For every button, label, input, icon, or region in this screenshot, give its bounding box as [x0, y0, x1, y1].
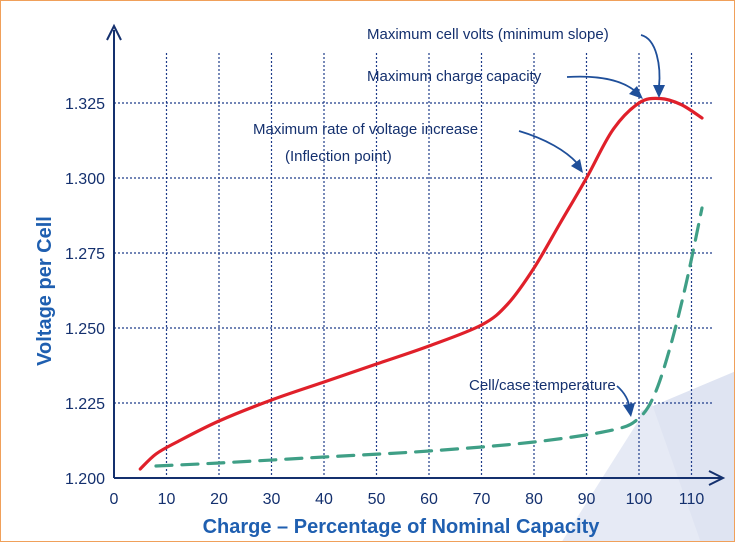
- annotation-inflection-line2: (Inflection point): [285, 148, 392, 165]
- x-tick-label: 50: [368, 491, 386, 508]
- x-tick-label: 80: [525, 491, 543, 508]
- annotation-max-charge-capacity-text: Maximum charge capacity: [367, 68, 542, 85]
- series-layer: [138, 96, 704, 471]
- watermark-shape-2: [562, 401, 701, 541]
- y-tick-label: 1.225: [65, 396, 105, 413]
- annotation-max-cell-volts: Maximum cell volts (minimum slope): [367, 26, 665, 98]
- x-tick-label: 40: [315, 491, 333, 508]
- y-tick-label: 1.325: [65, 96, 105, 113]
- x-tick-label: 20: [210, 491, 228, 508]
- y-axis-arrow: [106, 23, 122, 41]
- annotation-temperature: Cell/case temperature: [469, 377, 635, 417]
- x-tick-label: 60: [420, 491, 438, 508]
- annotation-inflection-line1: Maximum rate of voltage increase: [253, 121, 478, 138]
- y-tick-label: 1.300: [65, 171, 105, 188]
- annotation-max-charge-capacity: Maximum charge capacity: [367, 68, 643, 99]
- annotation-temperature-text: Cell/case temperature: [469, 377, 616, 394]
- annotation-inflection: Maximum rate of voltage increase (Inflec…: [253, 121, 583, 173]
- axis-layer: [106, 23, 726, 486]
- x-tick-label: 90: [578, 491, 596, 508]
- tick-layer: 0 10 20 30 40 50 60 70 80 90 100 110 1.200 1.225 1.250…: [65, 96, 704, 508]
- annotation-max-cell-volts-text: Maximum cell volts (minimum slope): [367, 26, 609, 43]
- x-tick-label: 10: [158, 491, 176, 508]
- x-tick-label: 0: [110, 491, 119, 508]
- x-tick-label: 110: [679, 491, 705, 508]
- y-tick-label: 1.200: [65, 471, 105, 488]
- x-axis-arrow: [708, 470, 726, 486]
- x-tick-label: 30: [263, 491, 281, 508]
- y-axis-title: Voltage per Cell: [34, 216, 56, 366]
- x-tick-label: 70: [473, 491, 491, 508]
- temperature-curve: [154, 206, 704, 468]
- x-tick-label: 100: [626, 491, 653, 508]
- y-tick-label: 1.250: [65, 321, 105, 338]
- x-axis-title: Charge – Percentage of Nominal Capacity: [203, 516, 601, 538]
- voltage-curve: [138, 96, 704, 471]
- y-tick-label: 1.275: [65, 246, 105, 263]
